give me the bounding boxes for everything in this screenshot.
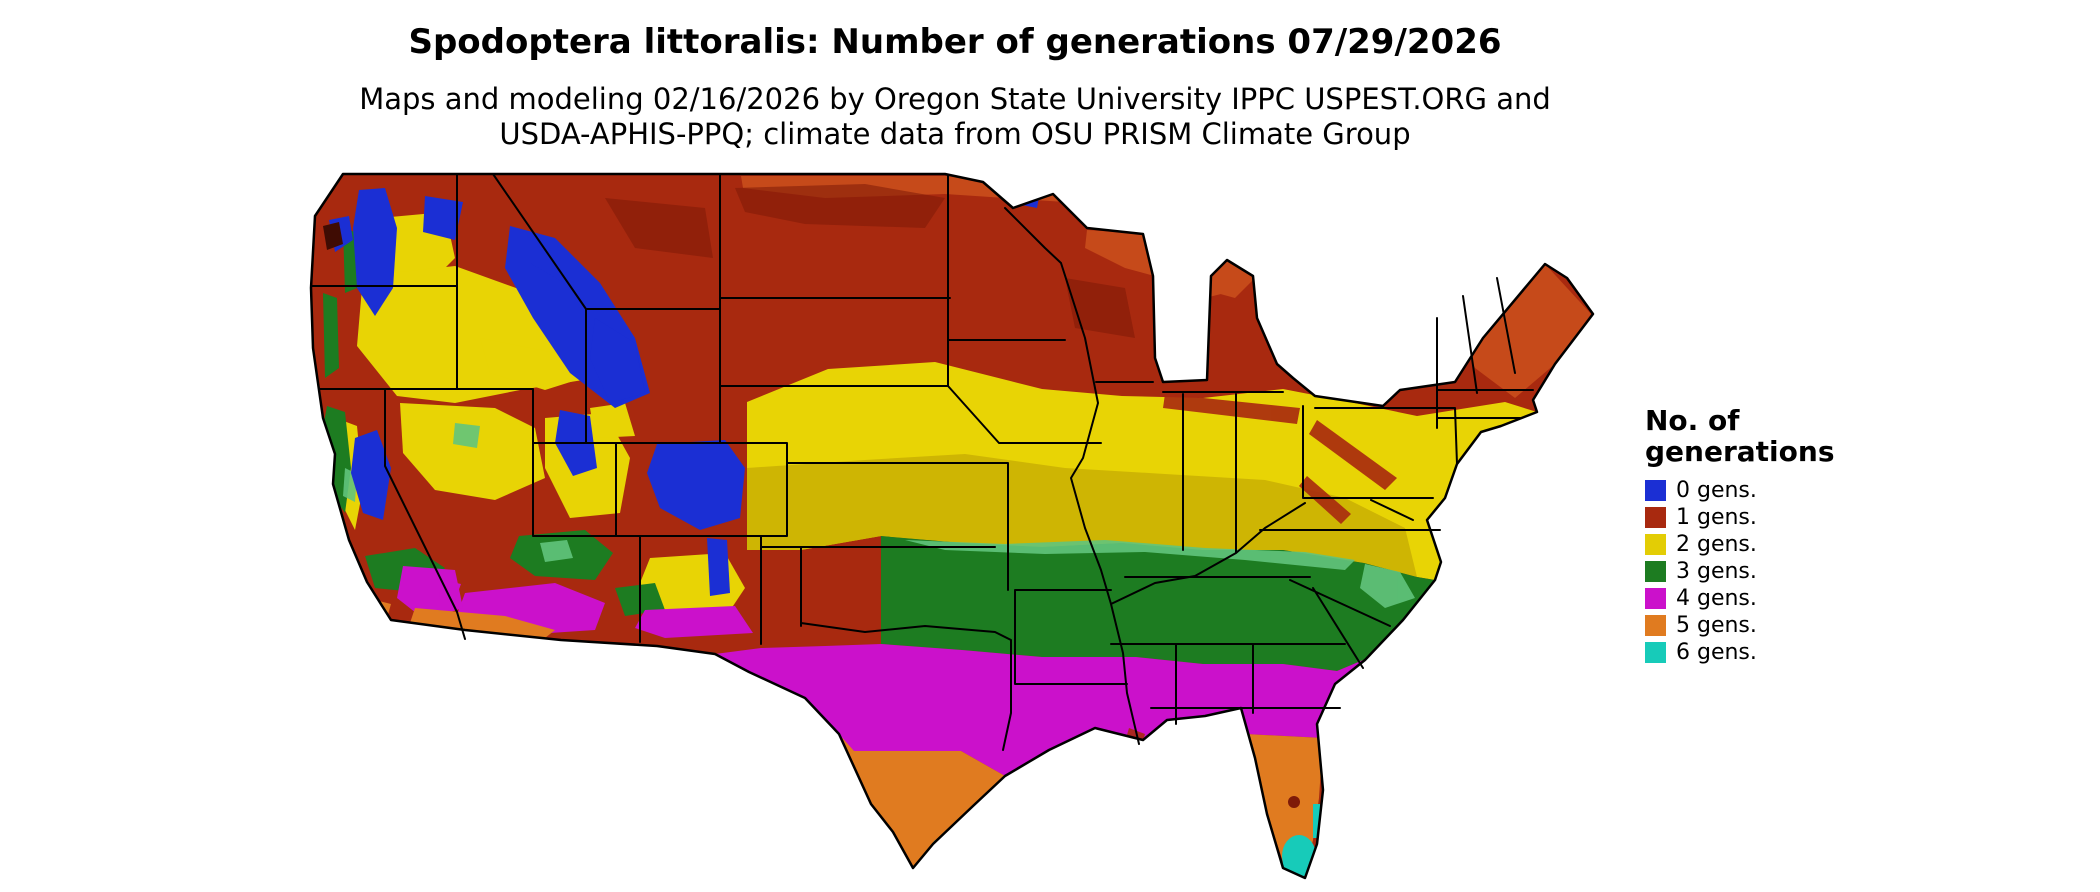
legend-item-6-gens: 6 gens. <box>1645 639 1875 665</box>
state-borders <box>311 173 1534 751</box>
region-3-generations-light <box>343 423 1415 608</box>
page-title: Spodoptera littoralis: Number of generat… <box>408 22 1502 62</box>
legend-swatch-1-gens <box>1645 507 1666 529</box>
legend-swatch-4-gens <box>1645 588 1666 610</box>
lake-okeechobee <box>1288 796 1300 808</box>
conus-map-svg <box>309 172 1595 880</box>
legend-label-5-gens: 5 gens. <box>1676 612 1757 638</box>
legend-label-2-gens: 2 gens. <box>1676 531 1757 557</box>
subtitle-line-2: USDA-APHIS-PPQ; climate data from OSU PR… <box>499 117 1411 152</box>
region-1-generations-ridges <box>1125 394 1397 748</box>
legend-swatch-2-gens <box>1645 534 1666 556</box>
legend-item-2-gens: 2 gens. <box>1645 531 1875 557</box>
map-header: Spodoptera littoralis: Number of generat… <box>300 22 1610 153</box>
legend: No. of generations 0 gens. 1 gens. 2 gens… <box>1645 405 1875 669</box>
legend-swatch-5-gens <box>1645 615 1666 637</box>
legend-swatch-3-gens <box>1645 561 1666 583</box>
legend-item-5-gens: 5 gens. <box>1645 612 1875 638</box>
region-1-generations-dark <box>605 184 1135 338</box>
legend-title-line-1: No. of <box>1645 404 1740 437</box>
us-generations-map <box>305 168 1595 884</box>
map-subtitle: Maps and modeling 02/16/2026 by Oregon S… <box>300 82 1610 153</box>
legend-label-1-gens: 1 gens. <box>1676 504 1757 530</box>
legend-label-3-gens: 3 gens. <box>1676 558 1757 584</box>
legend-label-6-gens: 6 gens. <box>1676 639 1757 665</box>
legend-item-1-gens: 1 gens. <box>1645 504 1875 530</box>
legend-item-3-gens: 3 gens. <box>1645 558 1875 584</box>
legend-title: No. of generations <box>1645 405 1875 468</box>
legend-swatch-6-gens <box>1645 642 1666 664</box>
legend-label-0-gens: 0 gens. <box>1676 477 1757 503</box>
region-6-generations <box>913 804 1320 877</box>
legend-item-4-gens: 4 gens. <box>1645 585 1875 611</box>
legend-item-0-gens: 0 gens. <box>1645 477 1875 503</box>
subtitle-line-1: Maps and modeling 02/16/2026 by Oregon S… <box>359 82 1551 116</box>
legend-swatch-0-gens <box>1645 480 1666 502</box>
legend-title-line-2: generations <box>1645 435 1835 469</box>
legend-label-4-gens: 4 gens. <box>1676 585 1757 611</box>
us-outline <box>309 172 1595 880</box>
olympic-dark-patch <box>323 222 343 250</box>
region-4-generations <box>397 566 1368 776</box>
